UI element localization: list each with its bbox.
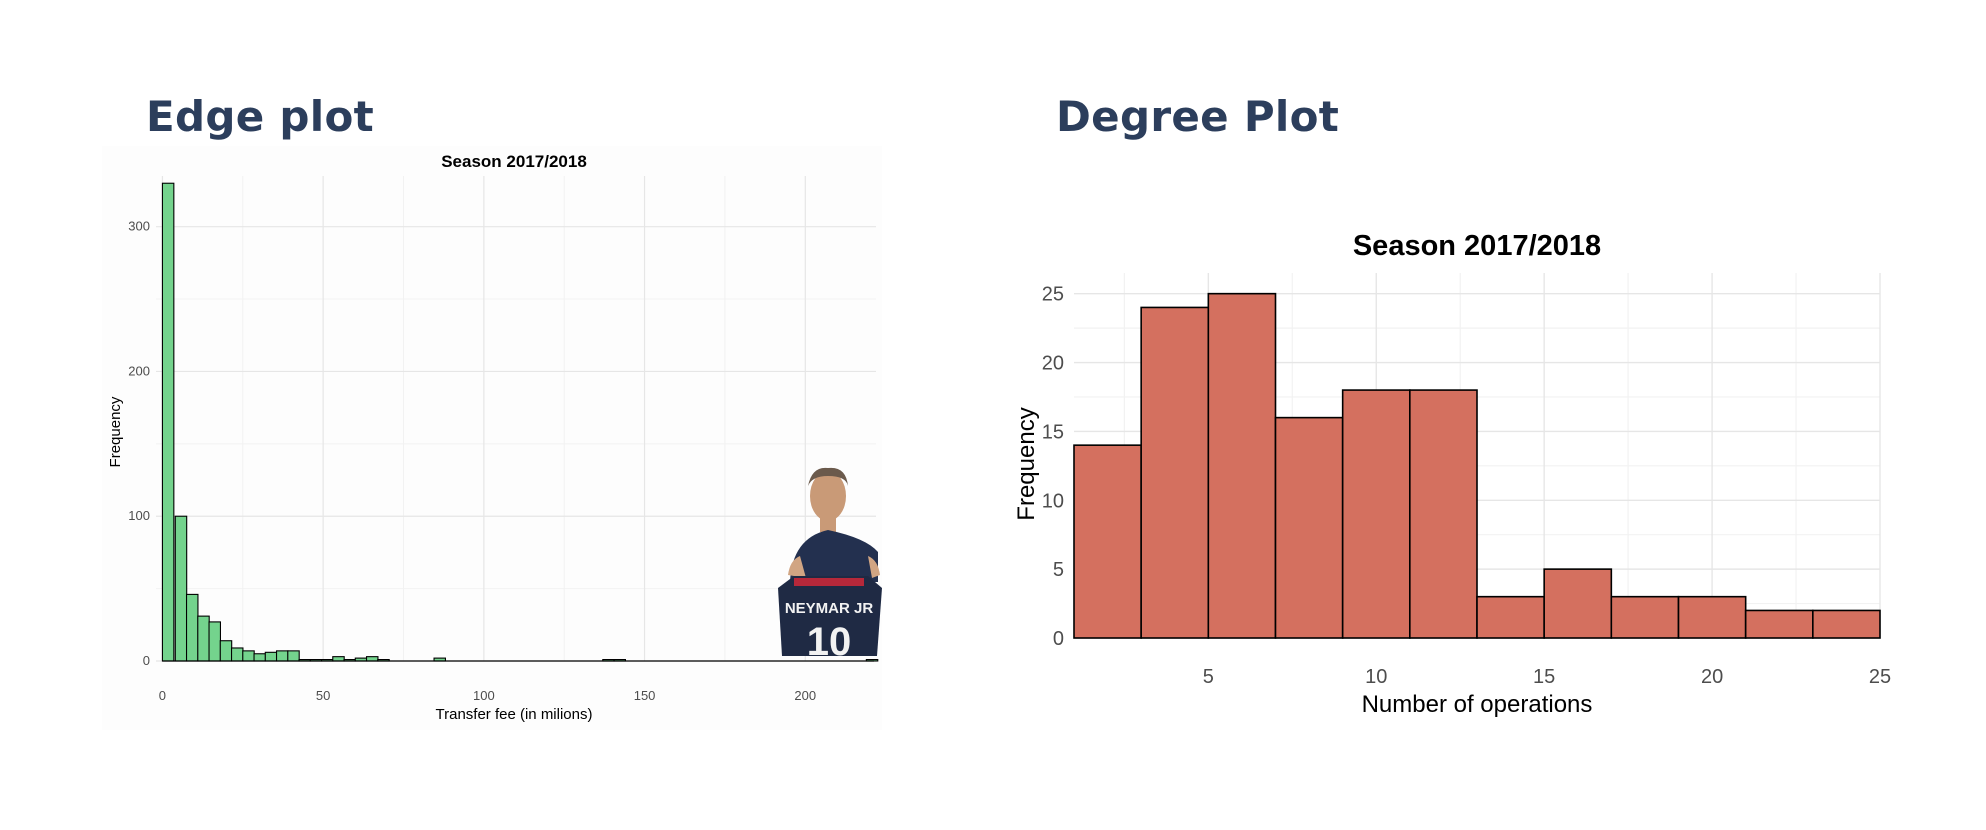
player-holding-jersey-icon: NEYMAR JR 10	[778, 467, 882, 664]
edge-y-tick-label: 300	[128, 219, 150, 234]
degree-y-tick-label: 25	[1042, 284, 1064, 306]
degree-histogram-bar	[1207, 292, 1277, 639]
degree-y-tick-label: 5	[1053, 559, 1064, 581]
degree-plot: Season 2017/2018 5 10 15 20 25 0 5 10 15 20 25 Nu…	[1013, 230, 1891, 718]
degree-x-tick-label: 5	[1203, 666, 1214, 688]
player-neck	[820, 518, 836, 532]
degree-histogram-bar	[1073, 444, 1142, 639]
degree-histogram-bar	[1677, 595, 1747, 639]
edge-plot-bars	[161, 182, 879, 662]
degree-plot-title: Season 2017/2018	[1353, 230, 1601, 262]
degree-histogram-bar	[1409, 389, 1478, 639]
degree-histogram-bar	[1274, 416, 1344, 639]
degree-x-tick-label: 20	[1701, 666, 1723, 688]
degree-histogram-bar	[1744, 609, 1814, 639]
edge-histogram-bar	[253, 653, 266, 662]
edge-y-tick-label: 100	[128, 508, 150, 523]
degree-plot-y-axis-label: Frequency	[1013, 407, 1040, 520]
edge-plot-panel-background	[102, 146, 882, 730]
jersey-red-band	[794, 578, 864, 586]
edge-histogram-bar	[208, 621, 221, 662]
edge-plot-y-axis-label: Frequency	[107, 396, 124, 467]
degree-histogram-bar	[1476, 595, 1545, 639]
degree-histogram-bar	[1812, 609, 1881, 639]
edge-histogram-bar	[332, 656, 345, 662]
degree-plot-y-ticks: 0 5 10 15 20 25	[1042, 284, 1064, 650]
edge-x-tick-label: 50	[316, 688, 330, 703]
edge-x-tick-label: 0	[159, 688, 166, 703]
degree-plot-bars	[1073, 292, 1881, 639]
degree-plot-x-ticks: 5 10 15 20 25	[1203, 666, 1891, 688]
player-shirt	[790, 530, 878, 582]
jersey-number-text: 10	[807, 620, 852, 664]
degree-y-tick-label: 15	[1042, 421, 1064, 443]
degree-plot-x-axis-label: Number of operations	[1362, 691, 1593, 718]
player-head	[810, 471, 846, 521]
jersey-name-text: NEYMAR JR	[785, 600, 874, 617]
degree-histogram-bar	[1610, 595, 1680, 639]
degree-plot-heading: Degree Plot	[1056, 92, 1340, 141]
edge-x-tick-label: 100	[473, 688, 495, 703]
edge-plot: Season 2017/2018 0 50 100 150 200 0 100 200 300…	[102, 146, 882, 730]
edge-x-tick-label: 200	[794, 688, 816, 703]
player-hands	[788, 556, 880, 578]
edge-histogram-bar	[185, 593, 199, 662]
edge-histogram-bar	[230, 647, 244, 662]
edge-histogram-bar	[365, 656, 379, 662]
degree-x-tick-label: 25	[1869, 666, 1891, 688]
degree-y-tick-label: 10	[1042, 490, 1064, 512]
player-hair	[808, 467, 848, 486]
degree-x-tick-label: 15	[1533, 666, 1555, 688]
degree-histogram-bar	[1543, 568, 1613, 639]
edge-y-tick-label: 0	[143, 653, 150, 668]
edge-histogram-bar	[242, 650, 255, 662]
edge-y-tick-label: 200	[128, 363, 150, 378]
edge-histogram-bar	[287, 650, 300, 662]
degree-x-tick-label: 10	[1365, 666, 1387, 688]
edge-histogram-bar	[174, 515, 188, 662]
degree-histogram-bar	[1341, 389, 1411, 639]
edge-histogram-bar	[219, 640, 233, 662]
degree-histogram-bar	[1140, 306, 1210, 639]
edge-histogram-bar	[161, 182, 175, 662]
edge-plot-heading: Edge plot	[146, 92, 375, 141]
degree-y-tick-label: 20	[1042, 353, 1064, 375]
edge-plot-x-ticks: 0 50 100 150 200	[159, 688, 816, 703]
edge-histogram-bar	[197, 615, 210, 662]
edge-plot-x-axis-label: Transfer fee (in milions)	[436, 706, 593, 723]
edge-histogram-bar	[275, 650, 289, 662]
edge-histogram-bar	[264, 651, 278, 662]
edge-plot-y-ticks: 0 100 200 300	[128, 219, 150, 668]
degree-y-tick-label: 0	[1053, 628, 1064, 650]
edge-plot-title: Season 2017/2018	[441, 152, 587, 171]
edge-x-tick-label: 150	[634, 688, 656, 703]
held-jersey	[778, 576, 882, 656]
